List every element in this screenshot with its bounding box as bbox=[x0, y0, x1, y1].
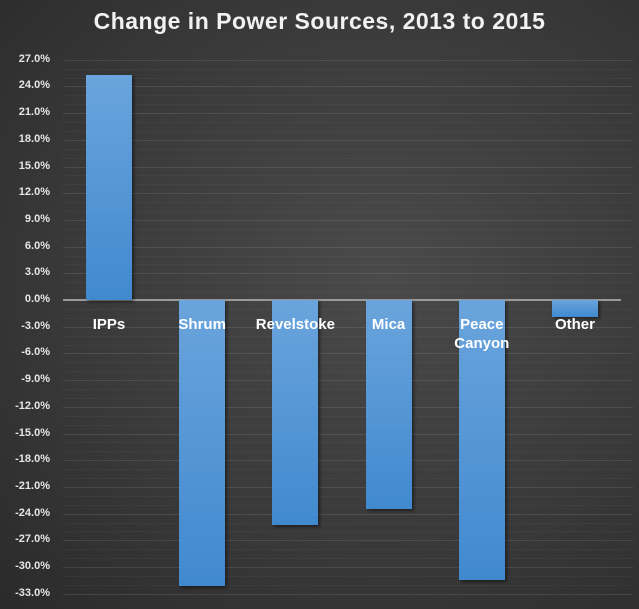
y-tick-label: -3.0% bbox=[21, 319, 50, 332]
minor-gridline bbox=[63, 478, 633, 479]
minor-gridline bbox=[63, 442, 633, 443]
y-tick-label: -15.0% bbox=[15, 426, 50, 439]
category-label: Revelstoke bbox=[255, 316, 335, 333]
gridline bbox=[63, 86, 633, 88]
zero-axis-line bbox=[63, 299, 621, 301]
minor-gridline bbox=[63, 531, 633, 532]
y-tick-label: 18.0% bbox=[18, 132, 50, 145]
y-tick-label: -12.0% bbox=[15, 399, 50, 412]
category-label: Other bbox=[554, 316, 595, 333]
y-tick-label: 12.0% bbox=[18, 186, 50, 199]
gridline bbox=[63, 486, 633, 488]
y-tick-label: 9.0% bbox=[24, 212, 50, 225]
minor-gridline bbox=[63, 505, 633, 506]
minor-gridline bbox=[63, 175, 633, 176]
gridline bbox=[63, 406, 633, 408]
minor-gridline bbox=[63, 549, 633, 550]
y-tick-label: -33.0% bbox=[15, 586, 50, 599]
category-label: Mica bbox=[371, 316, 406, 333]
y-tick-label: 21.0% bbox=[18, 106, 50, 119]
minor-gridline bbox=[63, 398, 633, 399]
minor-gridline bbox=[63, 576, 633, 577]
y-tick-label: -6.0% bbox=[21, 346, 50, 359]
minor-gridline bbox=[63, 238, 633, 239]
minor-gridline bbox=[63, 416, 633, 417]
y-tick-label: 0.0% bbox=[24, 293, 50, 305]
gridline bbox=[63, 273, 633, 275]
minor-gridline bbox=[63, 69, 633, 70]
minor-gridline bbox=[63, 229, 633, 230]
gridline bbox=[63, 460, 633, 462]
minor-gridline bbox=[63, 104, 633, 105]
gridline bbox=[63, 593, 633, 595]
y-tick-label: -21.0% bbox=[15, 479, 50, 492]
bar-other bbox=[552, 300, 598, 317]
y-tick-label: -30.0% bbox=[15, 560, 50, 572]
minor-gridline bbox=[63, 149, 633, 150]
minor-gridline bbox=[63, 264, 633, 265]
minor-gridline bbox=[63, 469, 633, 470]
y-tick-label: 15.0% bbox=[18, 159, 50, 172]
minor-gridline bbox=[63, 425, 633, 426]
gridline bbox=[63, 380, 633, 382]
category-label: Peace Canyon bbox=[454, 316, 510, 352]
minor-gridline bbox=[63, 389, 633, 390]
minor-gridline bbox=[63, 184, 633, 185]
gridline bbox=[63, 540, 633, 542]
gridline bbox=[63, 59, 633, 61]
y-tick-label: 27.0% bbox=[18, 52, 50, 65]
minor-gridline bbox=[63, 523, 633, 524]
gridline bbox=[63, 433, 633, 435]
gridline bbox=[63, 193, 633, 195]
gridline bbox=[63, 353, 633, 355]
minor-gridline bbox=[63, 451, 633, 452]
minor-gridline bbox=[63, 558, 633, 559]
chart-title: Change in Power Sources, 2013 to 2015 bbox=[93, 8, 546, 34]
y-tick-label: -9.0% bbox=[21, 373, 50, 386]
category-label: IPPs bbox=[92, 316, 126, 333]
bar-peace-canyon bbox=[458, 300, 505, 581]
gridline bbox=[63, 246, 633, 248]
gridline bbox=[63, 166, 633, 168]
y-tick-label: 6.0% bbox=[24, 239, 50, 252]
gridline bbox=[63, 219, 633, 221]
minor-gridline bbox=[63, 158, 633, 159]
gridline bbox=[63, 139, 633, 141]
minor-gridline bbox=[63, 78, 633, 79]
bar-ipps bbox=[86, 74, 132, 300]
minor-gridline bbox=[63, 256, 633, 257]
minor-gridline bbox=[63, 282, 633, 283]
minor-gridline bbox=[63, 345, 633, 346]
y-tick-label: -24.0% bbox=[15, 506, 50, 519]
y-tick-label: -18.0% bbox=[15, 453, 50, 466]
minor-gridline bbox=[63, 122, 633, 123]
gridline bbox=[63, 326, 633, 328]
minor-gridline bbox=[63, 131, 633, 132]
gridline bbox=[63, 567, 633, 568]
minor-gridline bbox=[63, 585, 633, 586]
y-tick-label: -27.0% bbox=[15, 533, 50, 546]
minor-gridline bbox=[63, 211, 633, 212]
minor-gridline bbox=[63, 291, 633, 292]
bar-revelstoke bbox=[272, 300, 319, 526]
y-tick-label: 3.0% bbox=[24, 266, 50, 279]
minor-gridline bbox=[63, 336, 633, 337]
minor-gridline bbox=[63, 202, 633, 203]
minor-gridline bbox=[63, 371, 633, 372]
bar-shrum bbox=[179, 300, 226, 586]
category-label: Shrum bbox=[178, 316, 226, 333]
minor-gridline bbox=[63, 95, 633, 96]
minor-gridline bbox=[63, 309, 633, 310]
y-tick-label: 24.0% bbox=[18, 79, 50, 92]
minor-gridline bbox=[63, 362, 633, 363]
minor-gridline bbox=[63, 496, 633, 497]
bar-mica bbox=[365, 300, 412, 510]
gridline bbox=[63, 513, 633, 515]
gridline bbox=[63, 113, 633, 115]
